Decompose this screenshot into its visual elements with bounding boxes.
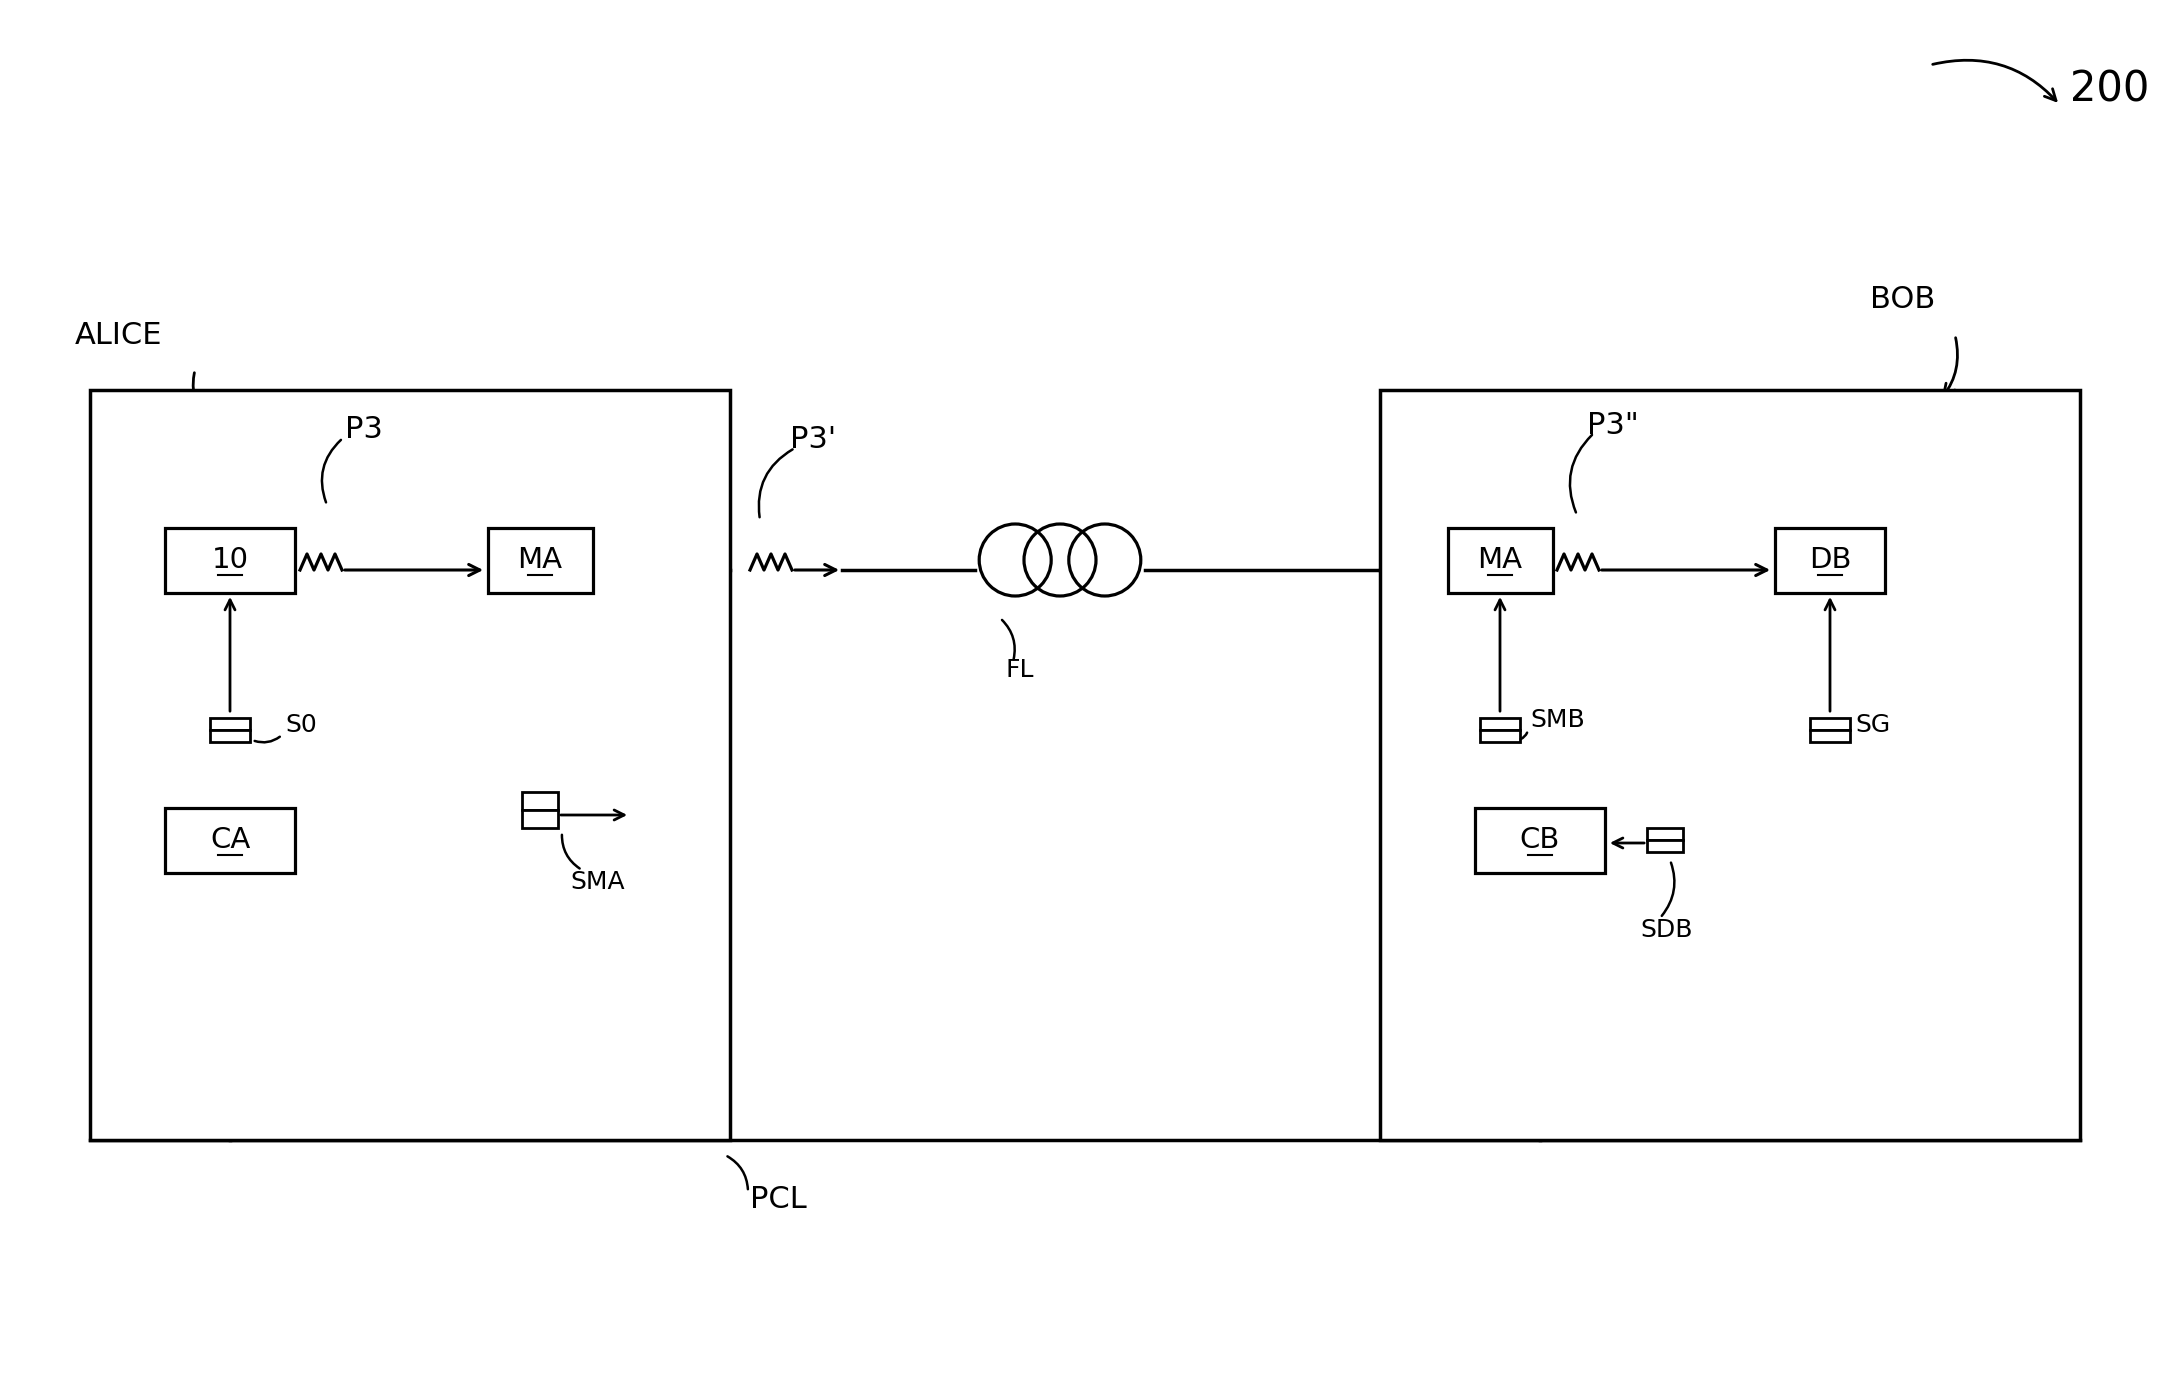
FancyArrowPatch shape bbox=[1944, 338, 1957, 395]
Bar bbox=[1474, 807, 1604, 873]
FancyArrowPatch shape bbox=[1570, 435, 1591, 512]
Bar bbox=[1380, 391, 2081, 1140]
Text: FL: FL bbox=[1004, 658, 1033, 681]
FancyArrowPatch shape bbox=[1520, 733, 1526, 740]
Bar bbox=[1648, 828, 1683, 839]
Bar bbox=[165, 528, 296, 593]
Bar bbox=[165, 807, 296, 873]
Text: SMB: SMB bbox=[1530, 708, 1585, 733]
Bar bbox=[1774, 528, 1885, 593]
Bar bbox=[1648, 839, 1683, 852]
Text: DB: DB bbox=[1809, 546, 1852, 573]
Text: BOB: BOB bbox=[1870, 285, 1935, 314]
FancyArrowPatch shape bbox=[759, 449, 794, 517]
FancyArrowPatch shape bbox=[1661, 863, 1674, 915]
Text: P3: P3 bbox=[346, 416, 383, 445]
Bar bbox=[1811, 717, 1850, 730]
FancyArrowPatch shape bbox=[191, 373, 202, 410]
Bar bbox=[89, 391, 730, 1140]
Text: SDB: SDB bbox=[1639, 918, 1694, 942]
Bar bbox=[1811, 730, 1850, 742]
Bar bbox=[522, 810, 559, 828]
Text: CA: CA bbox=[211, 825, 250, 855]
Text: MA: MA bbox=[1478, 546, 1522, 573]
Bar bbox=[1480, 717, 1520, 730]
Text: ALICE: ALICE bbox=[74, 320, 163, 349]
Bar bbox=[211, 730, 250, 742]
Text: P3": P3" bbox=[1587, 410, 1639, 439]
Text: S0: S0 bbox=[285, 713, 317, 737]
Text: P3': P3' bbox=[789, 425, 837, 454]
Text: PCL: PCL bbox=[750, 1186, 807, 1215]
Text: CB: CB bbox=[1520, 825, 1561, 855]
Bar bbox=[522, 792, 559, 810]
FancyArrowPatch shape bbox=[1002, 620, 1015, 659]
Text: SG: SG bbox=[1854, 713, 1889, 737]
FancyArrowPatch shape bbox=[561, 835, 580, 868]
Bar bbox=[1448, 528, 1552, 593]
FancyArrowPatch shape bbox=[728, 1156, 748, 1190]
FancyArrowPatch shape bbox=[254, 737, 280, 742]
FancyArrowPatch shape bbox=[322, 440, 341, 503]
Text: MA: MA bbox=[517, 546, 563, 573]
Text: 200: 200 bbox=[2070, 69, 2150, 111]
Bar bbox=[487, 528, 594, 593]
FancyArrowPatch shape bbox=[1933, 60, 2057, 101]
Text: 10: 10 bbox=[211, 546, 248, 573]
Text: SMA: SMA bbox=[570, 870, 624, 893]
Bar bbox=[211, 717, 250, 730]
Bar bbox=[1480, 730, 1520, 742]
